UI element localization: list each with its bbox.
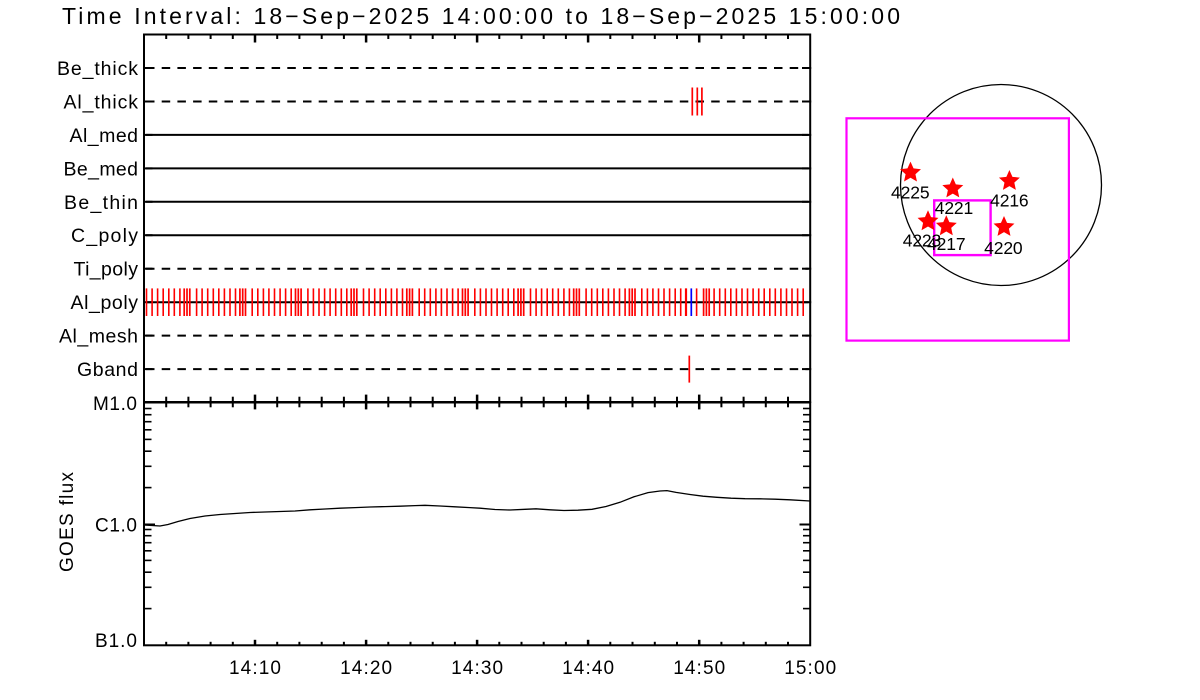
- svg-text:Al_med: Al_med: [70, 125, 139, 147]
- svg-text:Al_mesh: Al_mesh: [59, 326, 138, 348]
- svg-text:C_poly: C_poly: [71, 225, 138, 247]
- svg-text:14:10: 14:10: [229, 658, 281, 679]
- svg-text:4225: 4225: [891, 183, 930, 203]
- svg-text:Al_thick: Al_thick: [64, 92, 139, 114]
- svg-text:4221: 4221: [935, 198, 974, 218]
- svg-text:Al_poly: Al_poly: [71, 292, 139, 314]
- svg-text:M1.0: M1.0: [93, 394, 137, 415]
- svg-text:14:30: 14:30: [451, 658, 503, 679]
- svg-text:B1.0: B1.0: [95, 631, 137, 652]
- svg-text:4223: 4223: [903, 231, 942, 251]
- svg-text:15:00: 15:00: [784, 658, 836, 679]
- svg-text:Gband: Gband: [77, 359, 138, 381]
- svg-text:Be_med: Be_med: [64, 158, 139, 180]
- svg-text:GOES flux: GOES flux: [57, 472, 78, 573]
- svg-text:4216: 4216: [990, 191, 1029, 211]
- svg-text:4220: 4220: [984, 238, 1023, 258]
- svg-text:Be_thick: Be_thick: [57, 58, 138, 80]
- svg-text:4217: 4217: [927, 234, 966, 254]
- svg-text:Ti_poly: Ti_poly: [74, 259, 139, 281]
- svg-text:14:40: 14:40: [562, 658, 614, 679]
- svg-text:14:50: 14:50: [673, 658, 725, 679]
- svg-text:C1.0: C1.0: [95, 516, 137, 537]
- svg-text:14:20: 14:20: [340, 658, 392, 679]
- svg-text:Be_thin: Be_thin: [64, 192, 138, 214]
